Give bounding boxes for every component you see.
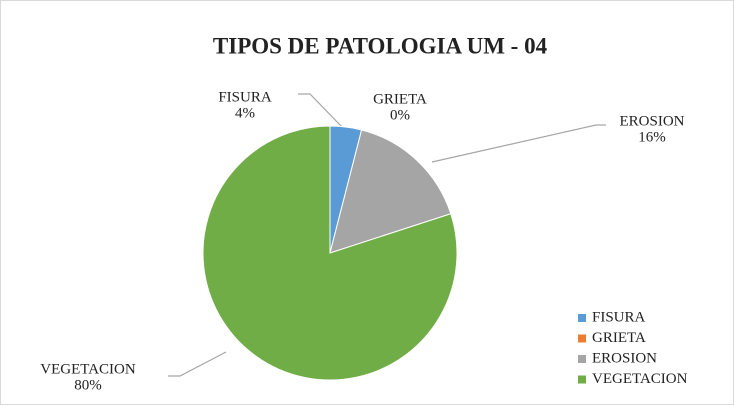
data-label-name: GRIETA [373, 91, 427, 107]
leader-line [168, 351, 227, 377]
data-label-value: 4% [235, 105, 255, 121]
data-label-value: 0% [390, 107, 410, 123]
legend-swatch [578, 334, 586, 343]
pie-slice [329, 129, 452, 254]
leader-line [298, 93, 344, 129]
pie-slice [202, 125, 458, 381]
legend-swatch [578, 355, 586, 363]
legend-label: EROSION [592, 350, 657, 366]
legend-label: FISURA [592, 309, 646, 325]
chart-title: TIPOS DE PATOLOGIA UM - 04 [213, 33, 548, 58]
data-label-name: VEGETACION [40, 361, 136, 377]
data-label-name: EROSION [619, 113, 684, 129]
data-label-value: 80% [74, 377, 102, 393]
data-label-name: FISURA [218, 89, 272, 105]
leader-line [431, 124, 606, 163]
legend-label: GRIETA [592, 330, 646, 346]
data-label-value: 16% [638, 129, 666, 145]
legend-label: VEGETACION [592, 371, 688, 387]
legend-swatch [578, 375, 586, 384]
legend-swatch [578, 314, 586, 322]
